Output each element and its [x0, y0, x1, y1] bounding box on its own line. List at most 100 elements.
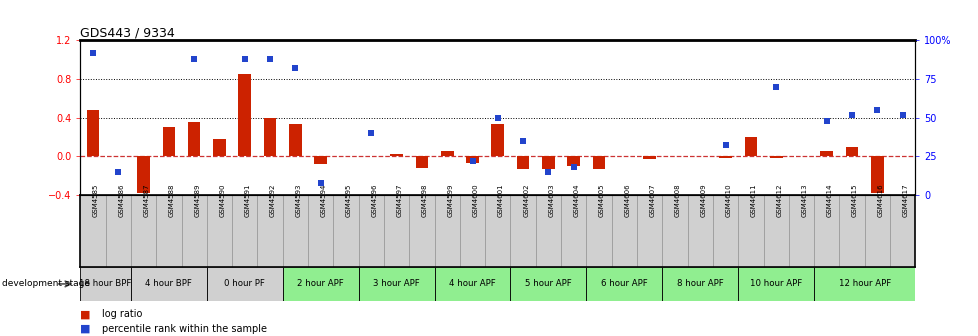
Text: 2 hour APF: 2 hour APF: [297, 280, 343, 288]
Text: GSM4587: GSM4587: [144, 184, 150, 217]
Text: 4 hour APF: 4 hour APF: [449, 280, 496, 288]
Bar: [838, 195, 864, 267]
Bar: [156, 195, 181, 267]
Text: GSM4610: GSM4610: [725, 184, 731, 217]
Bar: [440, 152, 453, 156]
Text: GSM4617: GSM4617: [902, 184, 908, 217]
Bar: [308, 195, 333, 267]
Bar: [637, 195, 662, 267]
Bar: [239, 74, 250, 156]
Bar: [263, 118, 276, 156]
Bar: [257, 195, 283, 267]
Bar: [80, 267, 131, 301]
Bar: [611, 195, 637, 267]
Text: GSM4608: GSM4608: [674, 184, 681, 217]
Bar: [586, 195, 611, 267]
Bar: [763, 195, 788, 267]
Text: GSM4585: GSM4585: [93, 184, 99, 217]
Bar: [737, 195, 763, 267]
Bar: [283, 267, 358, 301]
Text: GSM4615: GSM4615: [851, 184, 858, 217]
Text: ■: ■: [80, 309, 91, 319]
Bar: [409, 195, 434, 267]
Text: GSM4604: GSM4604: [573, 184, 579, 217]
Text: GSM4592: GSM4592: [270, 184, 276, 217]
Bar: [510, 195, 535, 267]
Bar: [289, 124, 301, 156]
Text: 12 hour APF: 12 hour APF: [838, 280, 890, 288]
Bar: [567, 156, 580, 166]
Bar: [491, 124, 504, 156]
Bar: [864, 195, 889, 267]
Text: GSM4600: GSM4600: [472, 184, 478, 217]
Text: GSM4597: GSM4597: [396, 184, 402, 217]
Text: GSM4598: GSM4598: [422, 184, 427, 217]
Bar: [662, 195, 687, 267]
Text: GSM4594: GSM4594: [321, 184, 327, 217]
Bar: [744, 137, 756, 156]
Bar: [390, 154, 403, 156]
Bar: [131, 267, 206, 301]
Bar: [485, 195, 510, 267]
Bar: [814, 195, 838, 267]
Bar: [845, 146, 858, 156]
Text: 4 hour BPF: 4 hour BPF: [146, 280, 192, 288]
Text: GSM4605: GSM4605: [599, 184, 604, 217]
Bar: [181, 195, 206, 267]
Bar: [712, 195, 737, 267]
Bar: [560, 195, 586, 267]
Bar: [106, 195, 131, 267]
Bar: [643, 156, 655, 159]
Text: GSM4609: GSM4609: [699, 184, 705, 217]
Bar: [333, 195, 358, 267]
Bar: [769, 156, 781, 158]
Bar: [719, 156, 732, 158]
Text: GSM4586: GSM4586: [118, 184, 124, 217]
Text: GSM4588: GSM4588: [168, 184, 175, 217]
Bar: [737, 267, 814, 301]
Bar: [592, 156, 604, 169]
Text: GSM4613: GSM4613: [801, 184, 807, 217]
Bar: [232, 195, 257, 267]
Text: GSM4601: GSM4601: [497, 184, 504, 217]
Text: 0 hour PF: 0 hour PF: [224, 280, 265, 288]
Text: GSM4595: GSM4595: [345, 184, 352, 217]
Bar: [535, 195, 560, 267]
Bar: [358, 267, 434, 301]
Bar: [466, 156, 478, 163]
Text: GSM4603: GSM4603: [548, 184, 554, 217]
Bar: [516, 156, 529, 169]
Text: 10 hour APF: 10 hour APF: [749, 280, 802, 288]
Bar: [415, 156, 427, 168]
Text: 18 hour BPF: 18 hour BPF: [79, 280, 132, 288]
Bar: [358, 195, 383, 267]
Bar: [213, 139, 226, 156]
Text: GSM4612: GSM4612: [776, 184, 781, 217]
Bar: [788, 195, 814, 267]
Bar: [131, 195, 156, 267]
Text: GSM4602: GSM4602: [522, 184, 528, 217]
Bar: [434, 267, 510, 301]
Bar: [434, 195, 460, 267]
Bar: [86, 110, 99, 156]
Text: GSM4589: GSM4589: [194, 184, 200, 217]
Bar: [137, 156, 150, 193]
Text: GSM4590: GSM4590: [219, 184, 225, 217]
Text: GSM4611: GSM4611: [750, 184, 756, 217]
Bar: [460, 195, 485, 267]
Bar: [510, 267, 586, 301]
Text: ■: ■: [80, 324, 91, 334]
Text: 3 hour APF: 3 hour APF: [373, 280, 420, 288]
Text: GSM4614: GSM4614: [826, 184, 832, 217]
Text: percentile rank within the sample: percentile rank within the sample: [102, 324, 267, 334]
Text: development stage: development stage: [2, 280, 90, 288]
Bar: [206, 267, 283, 301]
Text: GSM4616: GSM4616: [876, 184, 882, 217]
Bar: [314, 156, 327, 164]
Bar: [687, 195, 712, 267]
Bar: [383, 195, 409, 267]
Text: GSM4591: GSM4591: [244, 184, 250, 217]
Text: GSM4599: GSM4599: [447, 184, 453, 217]
Text: GSM4593: GSM4593: [295, 184, 301, 217]
Bar: [662, 267, 737, 301]
